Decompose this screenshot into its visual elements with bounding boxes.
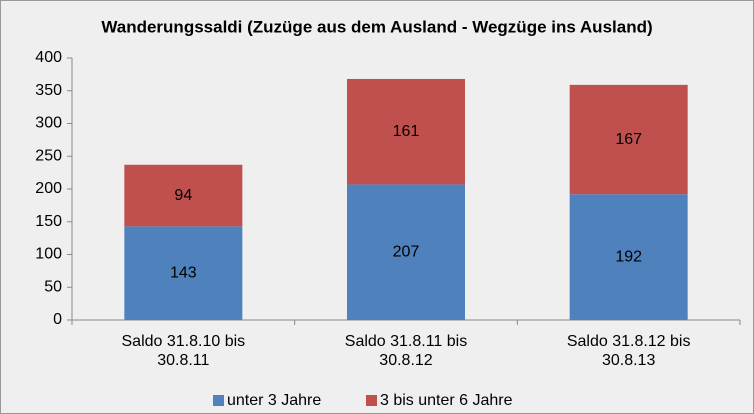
- data-label: 167: [615, 131, 642, 148]
- data-label: 207: [393, 243, 420, 260]
- legend-label: unter 3 Jahre: [227, 392, 321, 409]
- y-tick-label: 100: [35, 246, 62, 263]
- y-tick-label: 0: [53, 311, 62, 328]
- y-tick-label: 150: [35, 213, 62, 230]
- y-tick-label: 400: [35, 49, 62, 66]
- x-tick-label: Saldo 31.8.12 bis 30.8.13: [566, 333, 691, 369]
- data-label: 161: [393, 123, 420, 140]
- bar-segment: [569, 84, 688, 195]
- legend-swatch: [366, 395, 377, 406]
- bar-segment: [347, 184, 465, 320]
- y-tick-label: 300: [35, 115, 62, 132]
- x-tick-label: Saldo 31.8.11 bis 30.8.12: [344, 333, 468, 369]
- legend-swatch: [213, 395, 224, 406]
- chart-title: Wanderungssaldi (Zuzüge aus dem Ausland …: [101, 17, 652, 36]
- bar-segment: [124, 164, 243, 227]
- y-tick-label: 50: [44, 278, 62, 295]
- data-label: 94: [174, 187, 192, 204]
- y-tick-label: 200: [35, 180, 62, 197]
- bar-segment: [569, 194, 688, 320]
- y-tick-label: 250: [35, 147, 62, 164]
- legend-label: 3 bis unter 6 Jahre: [380, 392, 513, 409]
- bar-segment: [347, 78, 465, 185]
- bar-segment: [124, 226, 243, 320]
- y-tick-label: 350: [35, 82, 62, 99]
- data-label: 143: [170, 264, 197, 281]
- data-label: 192: [615, 248, 642, 265]
- x-tick-label: Saldo 31.8.10 bis 30.8.11: [121, 333, 246, 369]
